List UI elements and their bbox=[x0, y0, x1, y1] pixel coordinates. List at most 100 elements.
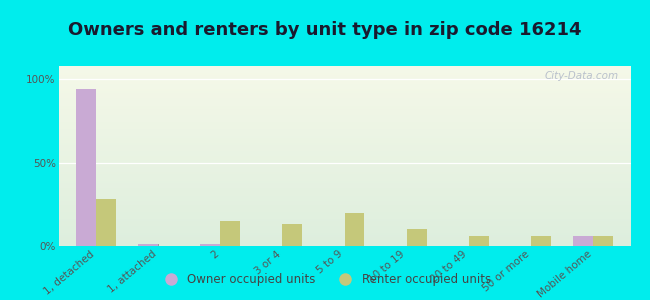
Bar bbox=[58, 174, 630, 176]
Legend: Owner occupied units, Renter occupied units: Owner occupied units, Renter occupied un… bbox=[154, 269, 496, 291]
Bar bbox=[58, 116, 630, 118]
Bar bbox=[58, 80, 630, 82]
Bar bbox=[138, 244, 158, 246]
Text: City-Data.com: City-Data.com bbox=[545, 71, 619, 81]
Bar bbox=[58, 147, 630, 149]
Bar bbox=[58, 156, 630, 158]
Bar bbox=[58, 84, 630, 86]
Bar bbox=[58, 93, 630, 95]
Bar bbox=[58, 66, 630, 68]
Bar bbox=[58, 75, 630, 77]
Bar bbox=[58, 133, 630, 134]
Bar bbox=[58, 71, 630, 73]
Bar bbox=[58, 203, 630, 205]
Bar bbox=[58, 214, 630, 215]
Bar bbox=[58, 169, 630, 170]
Bar bbox=[282, 224, 302, 246]
Bar bbox=[58, 185, 630, 187]
Bar bbox=[96, 199, 116, 246]
Bar bbox=[58, 122, 630, 124]
Bar bbox=[58, 82, 630, 84]
Bar bbox=[58, 160, 630, 161]
Bar bbox=[58, 217, 630, 219]
Bar bbox=[407, 229, 426, 246]
Bar bbox=[58, 233, 630, 235]
Bar bbox=[58, 190, 630, 192]
Bar bbox=[58, 176, 630, 178]
Bar bbox=[58, 70, 630, 71]
Bar bbox=[76, 89, 96, 246]
Bar bbox=[58, 73, 630, 75]
Bar bbox=[58, 179, 630, 181]
Bar bbox=[58, 158, 630, 160]
Bar bbox=[58, 192, 630, 194]
Bar bbox=[58, 98, 630, 100]
Bar bbox=[58, 215, 630, 217]
Bar bbox=[58, 172, 630, 174]
Bar bbox=[58, 124, 630, 125]
Bar bbox=[58, 201, 630, 203]
Bar bbox=[58, 224, 630, 226]
Bar bbox=[58, 88, 630, 89]
Text: Owners and renters by unit type in zip code 16214: Owners and renters by unit type in zip c… bbox=[68, 21, 582, 39]
Bar bbox=[58, 97, 630, 98]
Bar bbox=[58, 228, 630, 230]
Bar bbox=[58, 170, 630, 172]
Bar bbox=[58, 242, 630, 244]
Bar bbox=[58, 181, 630, 183]
Bar bbox=[58, 104, 630, 106]
Bar bbox=[58, 178, 630, 179]
Bar bbox=[58, 134, 630, 136]
Bar bbox=[58, 118, 630, 120]
Bar bbox=[58, 149, 630, 151]
Bar bbox=[58, 206, 630, 208]
Bar bbox=[573, 236, 593, 246]
Bar bbox=[58, 219, 630, 221]
Bar bbox=[58, 100, 630, 102]
Bar bbox=[58, 163, 630, 165]
Bar bbox=[58, 120, 630, 122]
Bar bbox=[58, 140, 630, 142]
Bar bbox=[58, 239, 630, 241]
Bar bbox=[58, 232, 630, 233]
Bar bbox=[58, 226, 630, 228]
Bar bbox=[469, 236, 489, 246]
Bar bbox=[58, 194, 630, 196]
Bar bbox=[58, 143, 630, 145]
Bar bbox=[58, 102, 630, 104]
Bar bbox=[58, 188, 630, 190]
Bar bbox=[58, 152, 630, 154]
Bar bbox=[58, 154, 630, 156]
Bar bbox=[58, 199, 630, 201]
Bar bbox=[58, 145, 630, 147]
Bar bbox=[58, 107, 630, 109]
Bar bbox=[58, 210, 630, 212]
Bar bbox=[58, 183, 630, 185]
Bar bbox=[58, 235, 630, 237]
Bar bbox=[58, 142, 630, 143]
Bar bbox=[58, 241, 630, 242]
Bar bbox=[58, 125, 630, 127]
Bar bbox=[220, 221, 240, 246]
Bar bbox=[200, 244, 220, 246]
Bar bbox=[344, 213, 365, 246]
Bar bbox=[58, 205, 630, 206]
Bar bbox=[58, 68, 630, 70]
Bar bbox=[58, 244, 630, 246]
Bar bbox=[58, 91, 630, 93]
Bar bbox=[58, 196, 630, 197]
Bar bbox=[58, 223, 630, 224]
Bar bbox=[58, 89, 630, 91]
Bar bbox=[593, 236, 613, 246]
Bar bbox=[58, 131, 630, 133]
Bar bbox=[58, 165, 630, 167]
Bar bbox=[58, 167, 630, 169]
Bar bbox=[58, 237, 630, 239]
Bar bbox=[58, 138, 630, 140]
Bar bbox=[58, 95, 630, 97]
Bar bbox=[58, 115, 630, 116]
Bar bbox=[58, 208, 630, 210]
Bar bbox=[58, 129, 630, 131]
Bar bbox=[531, 236, 551, 246]
Bar bbox=[58, 151, 630, 152]
